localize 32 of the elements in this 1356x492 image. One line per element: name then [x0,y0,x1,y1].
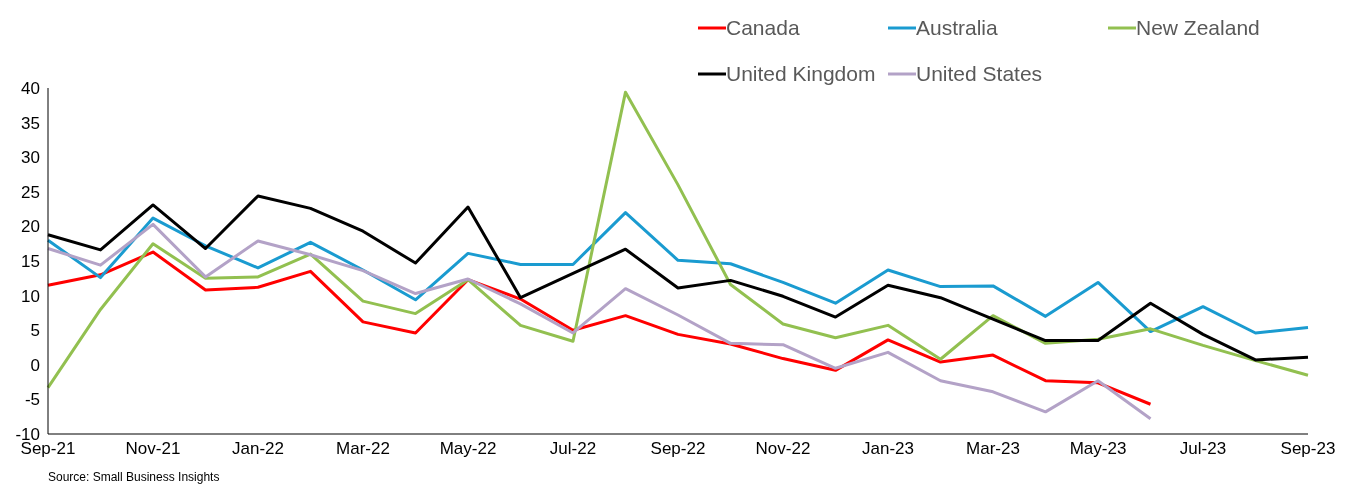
y-tick-label: -5 [24,390,40,410]
y-tick-label: 25 [21,182,40,202]
line-series [46,250,1152,406]
legend-label: Canada [726,16,800,40]
y-tick-label: 35 [21,113,40,133]
x-tick-label: May-23 [1069,439,1127,459]
y-tick-label: 0 [30,355,40,375]
y-tick-label: 5 [30,321,40,341]
line-series [46,90,1310,390]
x-tick-label: May-22 [439,439,497,459]
x-tick-label: Mar-23 [966,439,1020,459]
x-tick-label: Jan-22 [232,439,284,459]
source-note: Source: Small Business Insights [48,470,221,484]
y-tick-label: 10 [21,286,40,306]
x-tick-label: Nov-22 [755,439,811,459]
legend-label: New Zealand [1136,16,1260,40]
legend-label: United Kingdom [726,62,876,86]
line-series [46,211,1310,335]
legend-label: United States [916,62,1043,86]
line-series [46,222,1152,421]
x-tick-label: Jul-22 [549,439,597,459]
y-tick-label: 15 [21,252,40,272]
y-tick-label: 30 [21,148,40,168]
x-tick-label: Mar-22 [336,439,390,459]
y-tick-label: 40 [21,79,40,99]
x-tick-label: Jan-23 [862,439,914,459]
x-tick-label: Sep-23 [1280,439,1336,459]
legend-label: Australia [916,16,998,40]
x-tick-label: Sep-22 [650,439,706,459]
x-tick-label: Nov-21 [125,439,181,459]
x-tick-label: Jul-23 [1179,439,1227,459]
y-tick-label: 20 [21,217,40,237]
